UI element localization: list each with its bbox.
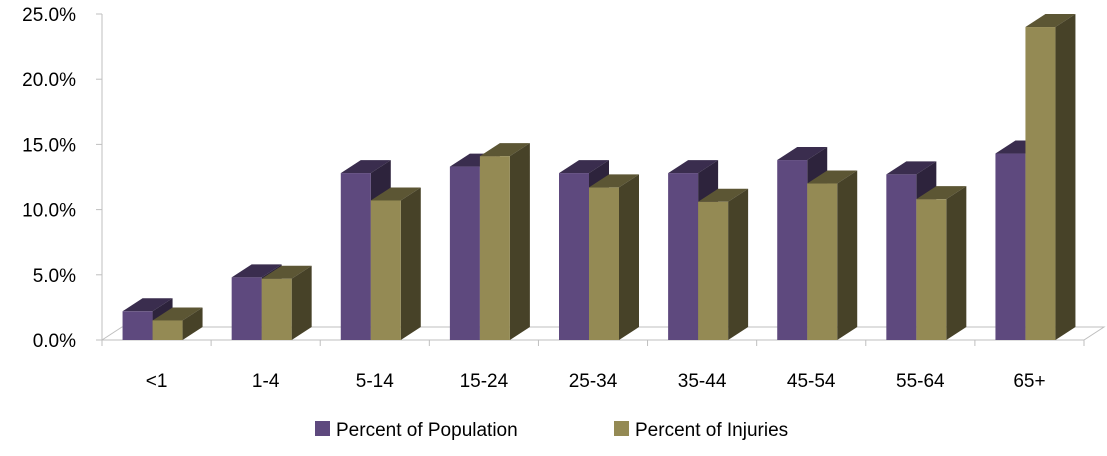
bar-top-face	[777, 147, 828, 161]
bar-front-face	[589, 187, 619, 340]
bar-injuries	[807, 170, 858, 340]
y-tick-label: 0.0%	[33, 331, 76, 352]
bar-front-face	[449, 166, 480, 340]
bar-injuries	[589, 174, 639, 340]
bar-side-face	[291, 265, 312, 340]
bar-top-face	[370, 187, 421, 201]
bar-side-face	[509, 143, 530, 340]
bar-top-face	[261, 265, 312, 279]
bar-front-face	[1025, 27, 1056, 340]
legend-swatch	[614, 421, 629, 436]
bar-front-face	[261, 278, 292, 340]
bar-top-face	[479, 143, 530, 157]
bar-injuries	[916, 186, 967, 340]
bar-top-face	[668, 160, 719, 174]
legend-swatch	[315, 421, 330, 436]
bar-front-face	[479, 156, 510, 340]
bar-top-face	[231, 264, 282, 278]
x-tick-label: 35-44	[678, 371, 727, 392]
x-tick-label: 1-4	[252, 371, 280, 392]
bar-top-face	[1025, 14, 1076, 28]
bar-front-face	[807, 183, 838, 340]
bar-top-face	[807, 170, 858, 184]
x-tick-label: 5-14	[356, 371, 394, 392]
bar-side-face	[1055, 14, 1076, 340]
y-tick-label: 10.0%	[22, 201, 76, 222]
bar-side-face	[728, 188, 749, 340]
bar-front-face	[152, 320, 183, 340]
bar-side-face	[837, 170, 858, 340]
bar-side-face	[946, 186, 967, 340]
bar-front-face	[559, 173, 589, 340]
y-tick-label: 20.0%	[22, 70, 76, 91]
x-tick-label: <1	[146, 371, 168, 392]
bar-front-face	[995, 153, 1026, 340]
bar-front-face	[370, 200, 401, 340]
bar-front-face	[340, 173, 371, 340]
x-tick-label: 45-54	[787, 371, 836, 392]
y-axis-ticks: 0.0% 5.0% 10.0% 15.0% 20.0% 25.0%	[22, 5, 102, 352]
bar-front-face	[698, 201, 729, 340]
bar-front-face	[777, 160, 808, 340]
y-tick-label: 25.0%	[22, 5, 76, 26]
bar-top-face	[886, 161, 937, 175]
x-tick-label: 55-64	[896, 371, 945, 392]
x-axis-ticks: <1 1-4 5-14 15-24 25-34 35-44 45-54 55-64 65+	[101, 340, 1085, 392]
bar-injuries	[152, 307, 203, 340]
x-tick-label: 25-34	[569, 371, 618, 392]
bar-side-face	[182, 307, 203, 340]
bar-front-face	[122, 311, 153, 340]
bar-injuries	[370, 187, 421, 340]
bar-injuries	[261, 265, 312, 340]
legend-label: Percent of Population	[336, 420, 518, 441]
bar-top-face	[122, 298, 173, 312]
bar-side-face	[619, 174, 639, 340]
bar-front-face	[668, 173, 699, 340]
bar-top-face	[698, 188, 749, 202]
bar-front-face	[231, 277, 262, 340]
y-tick-label: 15.0%	[22, 135, 76, 156]
bar-front-face	[916, 199, 947, 340]
bar-top-face	[152, 307, 203, 321]
chart-legend: Percent of Population Percent of Injuries	[315, 420, 788, 441]
bar-top-face	[559, 160, 609, 174]
bar-injuries	[479, 143, 530, 340]
bar-top-face	[589, 174, 639, 188]
bar-side-face	[400, 187, 421, 340]
bar-injuries	[1025, 14, 1076, 340]
x-tick-label: 65+	[1013, 371, 1045, 392]
y-tick-label: 5.0%	[33, 266, 76, 287]
legend-label: Percent of Injuries	[635, 420, 788, 441]
bar-top-face	[340, 160, 391, 174]
bar-front-face	[886, 174, 917, 340]
chart-bars	[122, 14, 1076, 340]
bar-top-face	[916, 186, 967, 200]
bar-injuries	[698, 188, 749, 340]
x-tick-label: 15-24	[460, 371, 509, 392]
